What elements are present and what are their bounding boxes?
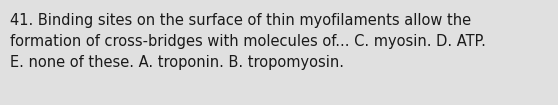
Text: 41. Binding sites on the surface of thin myofilaments allow the
formation of cro: 41. Binding sites on the surface of thin… xyxy=(10,13,486,70)
